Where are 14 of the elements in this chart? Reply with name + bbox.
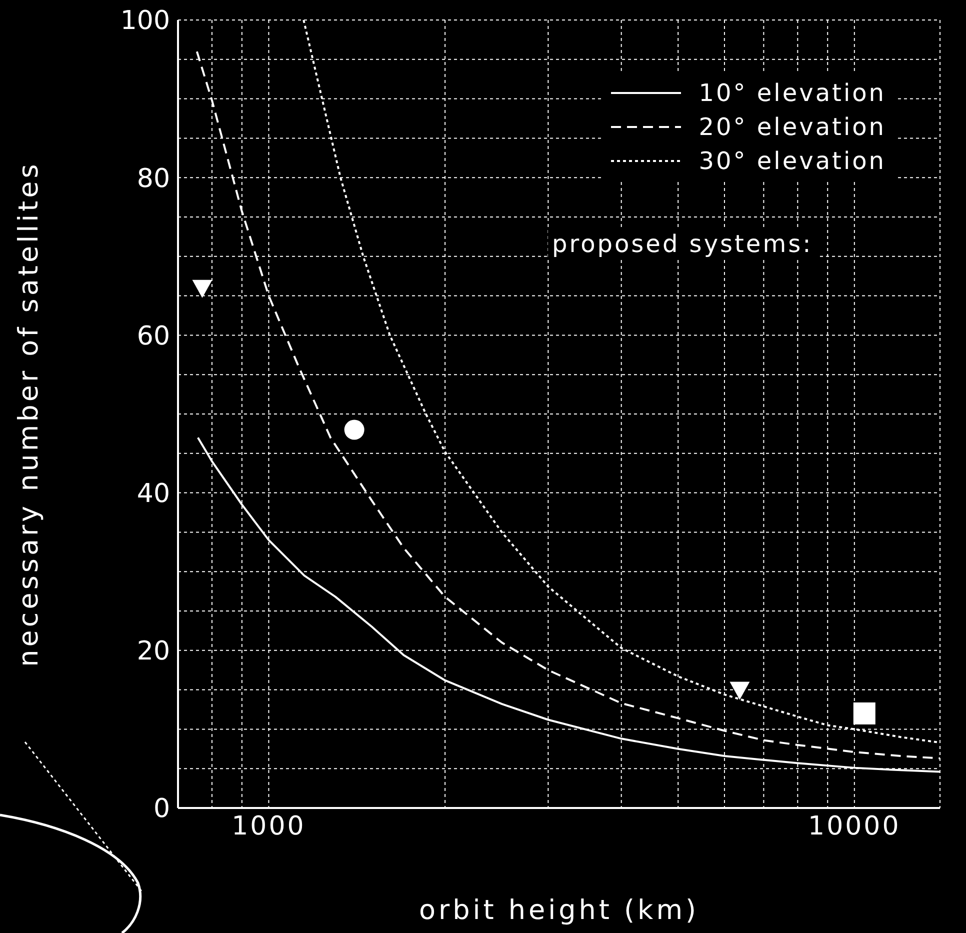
x-axis-title: orbit height (km) xyxy=(418,895,700,926)
y-tick-label: 60 xyxy=(136,321,170,352)
x-tick-label: 1000 xyxy=(232,811,306,842)
y-tick-label: 40 xyxy=(136,479,170,510)
legend-label: 30° elevation xyxy=(698,147,886,175)
annotation: proposed systems: xyxy=(548,228,817,260)
y-tick-label: 20 xyxy=(136,636,170,667)
y-tick-label: 0 xyxy=(153,794,170,824)
x-tick-label: 10000 xyxy=(808,811,901,842)
legend-label: 20° elevation xyxy=(698,113,886,141)
y-axis-title: necessary number of satellites xyxy=(14,161,45,667)
legend-label: 10° elevation xyxy=(698,79,886,107)
y-tick-label: 100 xyxy=(120,6,170,36)
y-tick-label: 80 xyxy=(136,164,170,194)
